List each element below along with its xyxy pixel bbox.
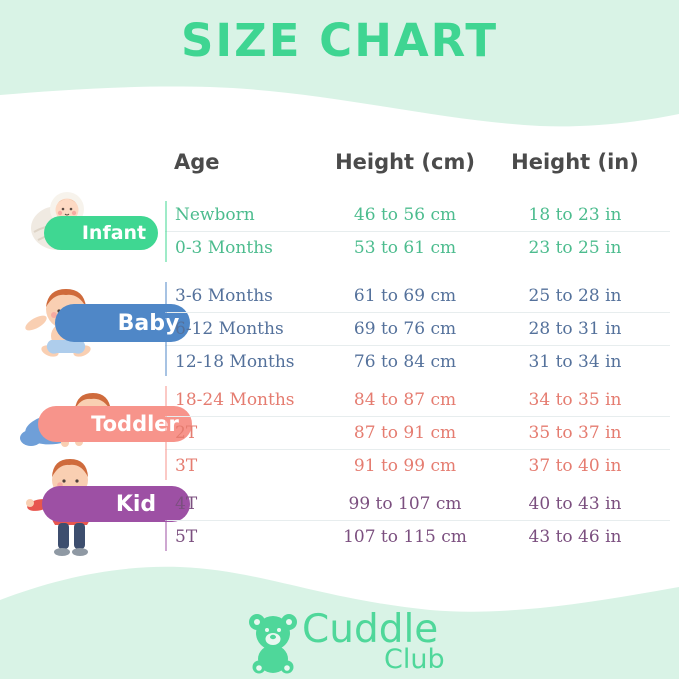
group-pill-baby: Baby xyxy=(55,304,190,342)
group-rows-baby: 3-6 Months 61 to 69 cm 25 to 28 in 6-12 … xyxy=(165,280,670,378)
cell-height-in: 18 to 23 in xyxy=(528,205,622,225)
cell-height-cm: 91 to 99 cm xyxy=(353,456,457,476)
cell-height-cm: 61 to 69 cm xyxy=(353,286,457,306)
header-wave-background xyxy=(0,0,679,127)
table-row: Newborn 46 to 56 cm 18 to 23 in xyxy=(165,199,670,232)
cell-height-cm: 76 to 84 cm xyxy=(353,352,457,372)
cell-height-in: 31 to 34 in xyxy=(528,352,622,372)
cell-age: 6-12 Months xyxy=(175,319,284,339)
cell-height-cm: 84 to 87 cm xyxy=(353,390,457,410)
brand-name: Cuddle xyxy=(302,607,439,652)
group-accent-line xyxy=(165,386,167,480)
cell-height-in: 43 to 46 in xyxy=(528,527,622,547)
cell-age: 3T xyxy=(175,456,198,476)
group-rows-toddler: 18-24 Months 84 to 87 cm 34 to 35 in 2T … xyxy=(165,384,670,482)
table-row: 3T 91 to 99 cm 37 to 40 in xyxy=(165,450,670,482)
cell-age: Newborn xyxy=(175,205,255,225)
table-row: 12-18 Months 76 to 84 cm 31 to 34 in xyxy=(165,346,670,378)
column-header-height-in: Height (in) xyxy=(511,150,639,174)
column-header-age: Age xyxy=(174,150,220,174)
page-title: SIZE CHART xyxy=(180,14,499,67)
brand-subname: Club xyxy=(384,644,445,675)
group-accent-line xyxy=(165,282,167,376)
cell-height-in: 25 to 28 in xyxy=(528,286,622,306)
table-row: 2T 87 to 91 cm 35 to 37 in xyxy=(165,417,670,450)
cell-age: 2T xyxy=(175,423,198,443)
column-header-height-cm: Height (cm) xyxy=(335,150,475,174)
group-accent-line xyxy=(165,201,167,262)
cell-age: 4T xyxy=(175,494,198,514)
cell-height-in: 35 to 37 in xyxy=(528,423,622,443)
cell-height-cm: 53 to 61 cm xyxy=(353,238,457,258)
group-accent-line xyxy=(165,490,167,551)
cell-age: 18-24 Months xyxy=(175,390,295,410)
teddy-bear-logo-icon xyxy=(249,614,297,674)
table-row: 0-3 Months 53 to 61 cm 23 to 25 in xyxy=(165,232,670,264)
table-row: 4T 99 to 107 cm 40 to 43 in xyxy=(165,488,670,521)
cell-height-cm: 46 to 56 cm xyxy=(353,205,457,225)
cell-height-cm: 87 to 91 cm xyxy=(353,423,457,443)
group-rows-infant: Newborn 46 to 56 cm 18 to 23 in 0-3 Mont… xyxy=(165,199,670,264)
cell-height-cm: 69 to 76 cm xyxy=(353,319,457,339)
cell-age: 0-3 Months xyxy=(175,238,273,258)
cell-height-cm: 99 to 107 cm xyxy=(348,494,462,514)
group-rows-kid: 4T 99 to 107 cm 40 to 43 in 5T 107 to 11… xyxy=(165,488,670,553)
cell-height-cm: 107 to 115 cm xyxy=(343,527,467,547)
cell-height-in: 40 to 43 in xyxy=(528,494,622,514)
cell-age: 3-6 Months xyxy=(175,286,273,306)
cell-height-in: 23 to 25 in xyxy=(528,238,622,258)
table-row: 18-24 Months 84 to 87 cm 34 to 35 in xyxy=(165,384,670,417)
cell-height-in: 37 to 40 in xyxy=(528,456,622,476)
group-pill-infant: Infant xyxy=(44,216,158,250)
footer-wave-background xyxy=(0,566,679,679)
table-row: 5T 107 to 115 cm 43 to 46 in xyxy=(165,521,670,553)
table-row: 3-6 Months 61 to 69 cm 25 to 28 in xyxy=(165,280,670,313)
table-row: 6-12 Months 69 to 76 cm 28 to 31 in xyxy=(165,313,670,346)
cell-age: 12-18 Months xyxy=(175,352,295,372)
cell-age: 5T xyxy=(175,527,198,547)
cell-height-in: 28 to 31 in xyxy=(528,319,622,339)
cell-height-in: 34 to 35 in xyxy=(528,390,622,410)
